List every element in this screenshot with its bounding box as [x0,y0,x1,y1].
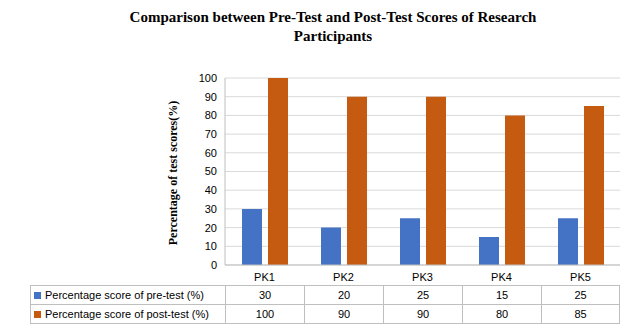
html-text:85: 85 [574,308,587,320]
svg-text:PK1: PK1 [254,271,275,283]
html-text:Percentage score of post-test: Percentage score of post-test (%) [45,308,209,320]
svg-text:100: 100 [199,72,217,84]
html-text:90: 90 [337,308,351,320]
svg-text:80: 80 [205,109,217,121]
html-text:25: 25 [574,289,587,301]
html-text:Percentage of test scores(%): Percentage of test scores(%) [165,100,180,246]
svg-text:PK2: PK2 [333,271,354,283]
svg-text:0: 0 [211,259,217,271]
svg-text:30: 30 [205,203,217,215]
svg-text:70: 70 [205,128,217,140]
svg-text:20: 20 [205,222,217,234]
svg-text:10: 10 [205,240,217,252]
html-text:90: 90 [416,308,430,320]
svg-text:60: 60 [205,147,217,159]
html-text:Comparison between Pre-Test an: Comparison between Pre-Test and Post-Tes… [129,9,537,44]
html-text:15: 15 [495,289,509,301]
svg-text:90: 90 [205,91,217,103]
svg-text:50: 50 [205,165,217,177]
svg-text:40: 40 [205,184,217,196]
html-text:Percentage score of pre-test (: Percentage score of pre-test (%) [45,289,204,301]
svg-text:PK5: PK5 [570,271,591,283]
html-text:20: 20 [337,289,351,301]
html-text:25: 25 [416,289,430,301]
html-text:30: 30 [258,289,272,301]
html-text:80: 80 [495,308,509,320]
svg-text:PK4: PK4 [491,271,512,283]
html-text:100: 100 [255,308,275,320]
svg-text:PK3: PK3 [412,271,433,283]
